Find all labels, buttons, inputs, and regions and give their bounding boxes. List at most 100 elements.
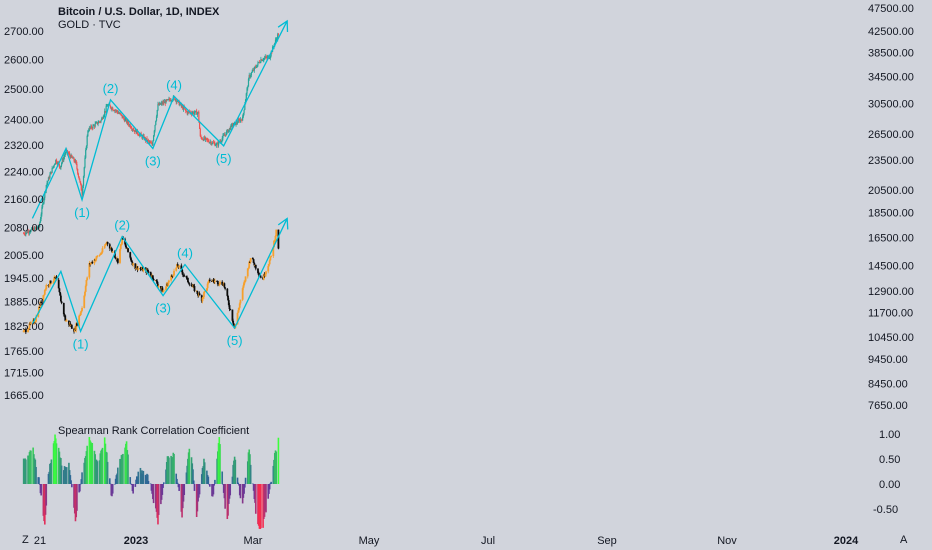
gold-bar — [175, 267, 178, 272]
btc-candle-body — [92, 125, 94, 129]
btc-candle-body — [174, 99, 177, 101]
symbol-subtitle[interactable]: GOLD · TVC — [58, 19, 121, 31]
gold-bar-body — [268, 264, 270, 267]
btc-candle-body — [257, 62, 259, 65]
histogram-bar — [214, 479, 216, 484]
btc-candle-body — [226, 129, 228, 132]
btc-candle — [253, 67, 255, 72]
btc-candle — [212, 141, 214, 145]
gold-bar-body — [116, 258, 119, 263]
right-axis-tick: 8450.00 — [868, 378, 908, 390]
indicator-title[interactable]: Spearman Rank Correlation Coefficient — [58, 425, 249, 437]
btc-candle — [204, 136, 207, 142]
gold-bar — [86, 276, 89, 281]
gold-bar-body — [241, 288, 244, 300]
btc-candle-body — [196, 110, 198, 115]
gold-wave-line — [31, 218, 288, 334]
gold-bar-body — [226, 288, 229, 296]
btc-candle — [61, 157, 63, 165]
btc-candle — [165, 98, 167, 104]
btc-wave-label: (5) — [216, 151, 232, 166]
gold-bar-body — [221, 281, 224, 285]
btc-candle — [217, 140, 220, 148]
gold-bar-body — [91, 261, 94, 264]
gold-bar-body — [114, 257, 117, 259]
btc-candle — [225, 134, 227, 137]
gold-bar-body — [39, 301, 42, 308]
btc-candle-body — [130, 127, 132, 129]
time-axis-label: May — [359, 535, 380, 547]
btc-candle-body — [109, 105, 112, 108]
gold-bar — [53, 275, 56, 283]
btc-candle-body — [107, 105, 109, 107]
btc-candle-body — [43, 197, 45, 203]
btc-candle — [69, 154, 71, 160]
gold-bar — [43, 289, 46, 296]
btc-candle-body — [50, 171, 52, 173]
btc-candle-body — [125, 119, 128, 123]
btc-candle — [112, 109, 115, 112]
gold-bar-body — [38, 306, 41, 308]
btc-candle — [106, 103, 108, 108]
btc-candle-body — [104, 110, 106, 115]
btc-candle — [39, 221, 41, 228]
btc-candle-body — [159, 103, 161, 105]
histogram-bar — [76, 484, 78, 511]
gold-bar — [254, 264, 257, 271]
btc-candle-body — [133, 130, 135, 131]
histogram-bar — [149, 483, 152, 485]
gold-bar — [42, 295, 45, 304]
histogram-bar — [219, 444, 221, 484]
right-price-axis: 47500.00 42500.00 38500.00 34500.00 30500.00… — [868, 3, 914, 412]
histogram-bar — [134, 484, 137, 487]
indicator-axis-tick: 0.00 — [879, 479, 900, 491]
histogram-bar — [79, 483, 82, 485]
indicator-axis-tick: -0.50 — [873, 504, 898, 516]
zoom-toggle[interactable]: Z — [22, 534, 29, 546]
btc-candle — [32, 227, 34, 231]
gold-bar-body — [78, 315, 81, 326]
btc-candle — [215, 142, 217, 148]
histogram-bar — [176, 478, 178, 484]
symbol-title[interactable]: Bitcoin / U.S. Dollar, 1D, INDEX — [58, 6, 220, 18]
btc-candle-body — [33, 228, 35, 231]
btc-candle-body — [47, 180, 49, 183]
gold-bar-body — [48, 285, 51, 287]
gold-bar-body — [178, 265, 181, 268]
histogram-bar — [209, 484, 211, 487]
indicator-axis: 1.00 0.50 0.00 -0.50 — [873, 429, 900, 516]
btc-candle-body — [207, 139, 209, 142]
right-axis-tick: 18500.00 — [868, 207, 914, 219]
btc-candle — [34, 226, 36, 231]
btc-candle-body — [73, 157, 75, 161]
btc-candle — [62, 156, 64, 163]
gold-bar — [130, 259, 133, 263]
gold-wave-arrow — [277, 217, 289, 230]
btc-candle-body — [118, 113, 120, 114]
auto-scale-toggle[interactable]: A — [900, 534, 908, 546]
gold-bar-body — [205, 288, 208, 292]
btc-candle — [120, 114, 123, 117]
gold-bar-body — [187, 277, 189, 282]
btc-candle — [266, 54, 268, 59]
btc-candle — [102, 115, 104, 120]
left-axis-tick: 2700.00 — [4, 26, 44, 38]
btc-candle-body — [215, 145, 217, 147]
gold-bar-body — [105, 243, 108, 245]
gold-bar-body — [27, 328, 30, 330]
btc-candle — [153, 129, 155, 137]
btc-candle-body — [224, 134, 226, 136]
histogram-bar — [122, 453, 124, 484]
btc-candle-body — [267, 56, 269, 57]
btc-candle-body — [96, 122, 98, 123]
gold-bar-body — [239, 299, 242, 304]
btc-candle-body — [112, 110, 115, 111]
btc-candle-body — [169, 99, 171, 102]
btc-candle — [168, 96, 170, 102]
gold-bar-body — [218, 284, 221, 286]
histogram-bar — [38, 477, 40, 484]
btc-candle-body — [85, 149, 87, 158]
histogram-bar — [35, 466, 37, 484]
btc-candle-body — [53, 164, 55, 166]
